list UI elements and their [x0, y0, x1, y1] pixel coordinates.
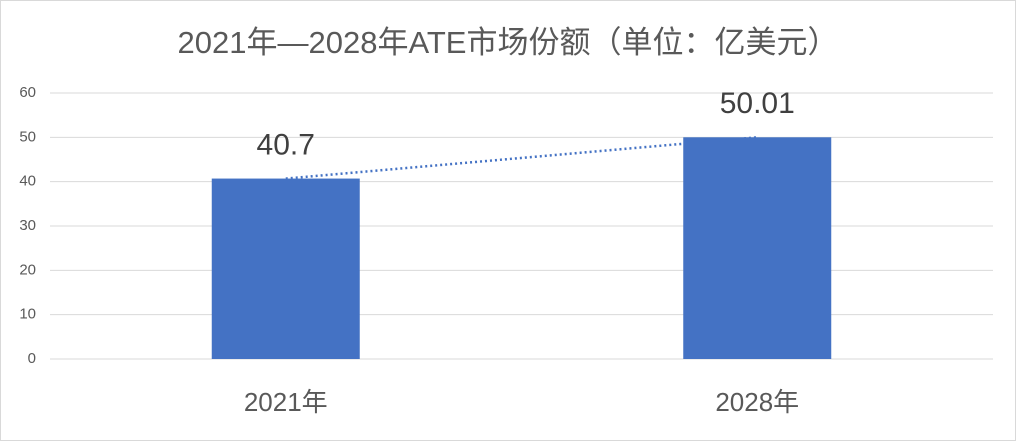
trendline: [285, 136, 758, 180]
data-label: 50.01: [720, 87, 795, 120]
x-tick-label: 2021年: [244, 387, 328, 417]
chart-title: 2021年—2028年ATE市场份额（单位：亿美元）: [178, 25, 839, 60]
y-tick-label: 50: [19, 128, 36, 145]
y-tick-label: 40: [19, 173, 36, 190]
data-label: 40.7: [257, 128, 315, 161]
y-tick-label: 60: [19, 84, 36, 101]
y-tick-label: 10: [19, 306, 36, 323]
y-tick-label: 0: [28, 350, 36, 367]
x-tick-label: 2028年: [715, 387, 799, 417]
bar: [211, 178, 360, 359]
y-tick-label: 30: [19, 217, 36, 234]
y-tick-label: 20: [19, 261, 36, 278]
bar: [683, 137, 832, 359]
